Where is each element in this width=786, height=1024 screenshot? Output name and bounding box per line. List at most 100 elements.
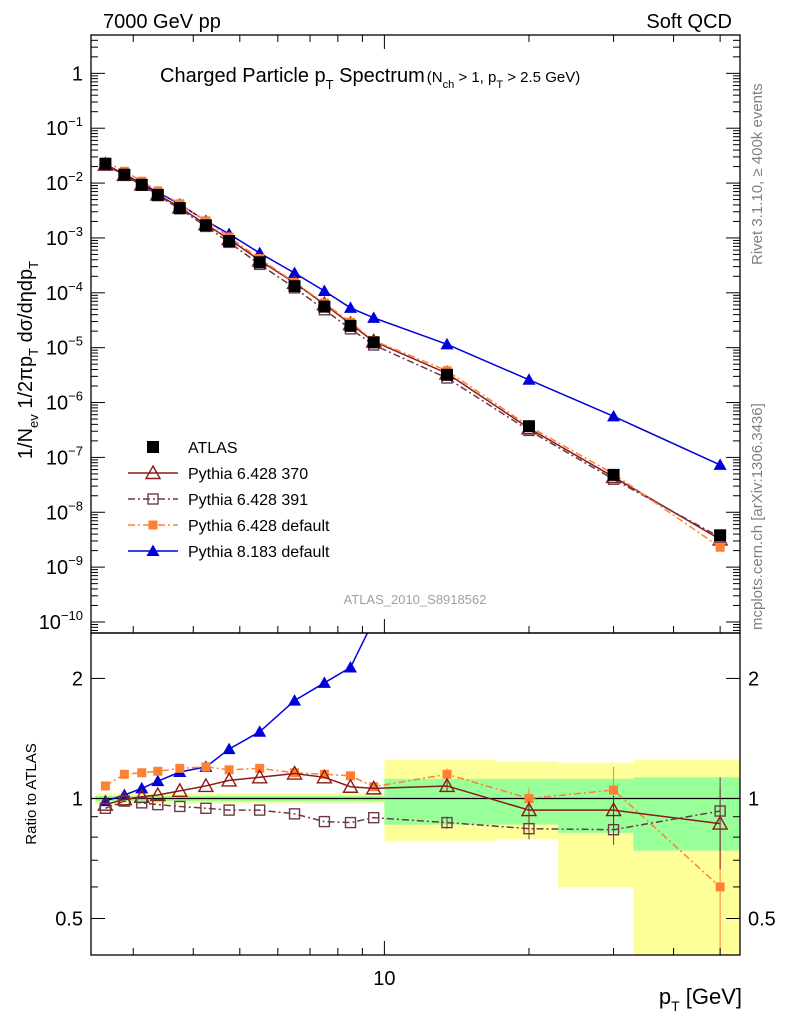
data-point [440,368,453,381]
data-point [715,542,725,552]
ratio-data-point [344,816,357,829]
ratio-data-point [222,742,236,755]
ratio-data-point [605,801,622,817]
data-point [288,266,302,278]
ratio-data-point [200,802,212,814]
x-axis-label: pT [GeV] [659,984,742,1014]
ratio-data-point [171,782,188,798]
mcplots-text: mcplots.cern.ch [arXiv:1306.3436] [749,403,766,630]
ratio-data-point [342,778,359,793]
ratio-series-pythia-6-428-391 [99,777,726,853]
ratio-axis-ticks: 10 2 2 1 1 0.5 0.5 [55,668,776,990]
series-atlas [99,157,727,542]
plot-title-cut-b: > 1, p [454,69,496,86]
data-point [713,458,727,470]
main-y-tick-label: 10−10 [39,608,83,634]
ratio-data-point [224,765,234,775]
data-point [440,337,454,350]
legend-label: Pythia 6.428 391 [188,492,308,509]
legend-marker [144,464,162,480]
main-y-tick-label: 10−5 [46,334,83,360]
ratio-data-point [523,822,535,835]
ratio-data-point [715,882,725,892]
data-point [343,301,357,313]
data-point [367,336,380,349]
ratio-data-point [251,768,268,784]
ratio-data-point [133,788,150,803]
legend-entry: Pythia 6.428 default [128,518,330,535]
ratio-y-tick-label: 1 [72,788,83,810]
ratio-series-line [105,800,721,831]
ratio-y-tick-label: 0.5 [55,909,83,931]
ratio-data-point [220,771,238,787]
legend-label: Pythia 8.183 default [188,544,330,561]
plot-title-cut-a-sub: ch [443,79,455,91]
ratio-data-point [255,763,265,773]
ratio-data-point [223,804,235,816]
main-y-tick-label: 10−8 [46,498,83,524]
ratio-data-point [714,805,726,817]
ratio-data-point [151,774,165,787]
data-point [607,409,621,422]
rivet-version-text: Rivet 3.1.10, ≥ 400k events [749,83,766,265]
ratio-data-point [201,762,211,772]
series-line [105,163,721,541]
ratio-band-green [558,778,634,833]
ratio-data-point [369,782,379,792]
ratio-data-point [286,765,303,780]
ratio-data-point [442,769,452,779]
main-y-axis-label: 1/Nev 1/2πpT dσ/dηdpT [15,261,41,459]
legend: ATLAS Pythia 6.428 370 Pythia 6.428 391 Pyt… [128,440,330,561]
header-right: Soft QCD [646,11,732,33]
plot-title-cut-b-sub: T [496,79,503,91]
data-point [607,468,620,481]
x-tick-label: 10 [373,968,395,990]
main-y-tick-label: 10−3 [46,224,83,250]
ratio-series-line [105,633,369,802]
ratio-y-tick-label-right: 2 [748,668,759,690]
main-y-tick-label: 10−6 [46,389,83,415]
ratio-series-line [105,772,721,825]
ratio-band-green [633,777,740,851]
data-point [223,234,236,247]
data-point [344,319,357,332]
data-point [317,284,331,296]
legend-marker [147,441,159,453]
ratio-data-point [316,768,333,784]
analysis-id: ATLAS_2010_S8918562 [344,592,487,607]
mcplots-label: mcplots.cern.ch [arXiv:1306.3436] [749,403,766,630]
data-point [522,420,535,433]
ratio-data-point [116,790,133,806]
legend-marker [146,544,160,556]
ratio-plot-frame [90,632,741,956]
ratio-data-point [175,763,185,773]
ratio-data-point [319,769,329,779]
ratio-data-point [253,725,267,737]
data-point [522,373,536,385]
ratio-data-point [524,793,534,803]
ratio-data-point [288,694,302,706]
data-point [714,529,727,542]
plot-title-cut-a: (N [427,69,443,86]
plot-title-cut-c: > 2.5 GeV) [503,69,580,86]
series-line [105,161,721,548]
ratio-data-point [174,800,186,813]
ratio-y-axis-label: Ratio to ATLAS [23,743,40,844]
data-point [135,178,148,191]
data-point [318,300,331,313]
ratio-data-point [100,781,110,791]
plot-title-main-tail: Spectrum [334,65,425,87]
ratio-data-point [438,777,456,793]
ratio-data-point [253,804,266,816]
ratio-data-point [367,811,380,824]
main-y-tick-label: 10−4 [46,279,83,305]
plot-title-main-sub: T [326,77,334,92]
ratio-data-point [197,777,215,793]
ratio-y-axis-label-text: Ratio to ATLAS [23,743,40,844]
ratio-data-point [343,661,357,673]
main-axis-ticks: 1 10−1 10−2 10−3 10−4 10−5 10−6 10−7 10−8 10−9 10−… [39,34,740,634]
ratio-data-point [118,795,131,807]
ratio-data-point [153,766,163,776]
plot-title-main: Charged Particle p [160,65,326,87]
